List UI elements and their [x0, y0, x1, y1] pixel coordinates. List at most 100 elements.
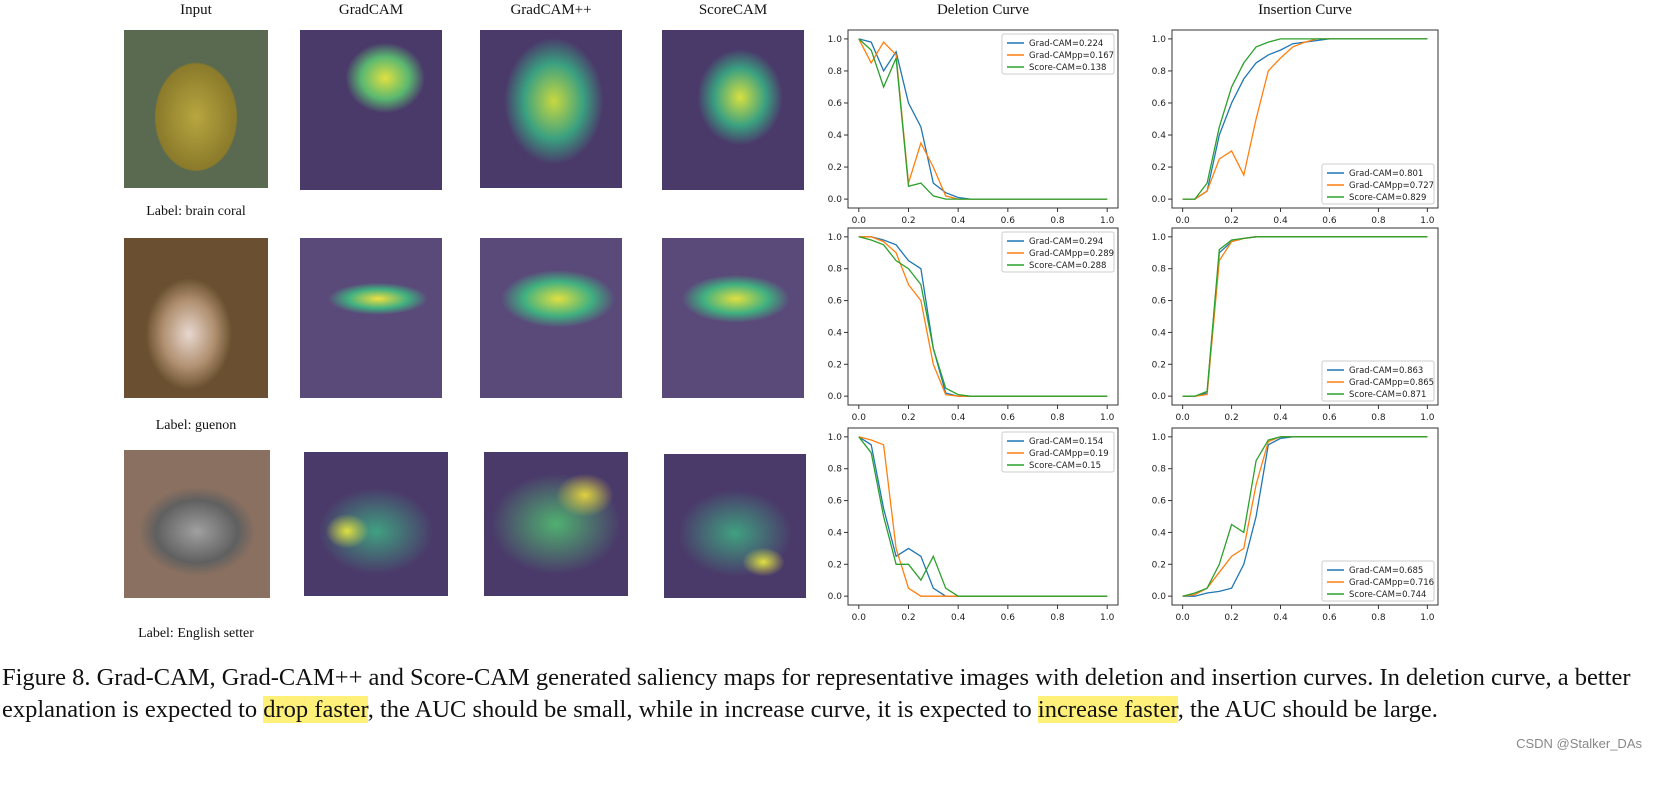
gradcampp-map-english-setter: [484, 452, 628, 596]
gradcam-map-brain-coral: [300, 30, 442, 190]
legend-entry: Grad-CAM=0.863: [1349, 366, 1423, 376]
watermark: CSDN @Stalker_DAs: [1516, 736, 1642, 751]
y-tick-label: 0.0: [1152, 392, 1167, 402]
x-tick-label: 0.4: [951, 216, 966, 226]
x-tick-label: 0.6: [1322, 613, 1337, 623]
x-tick-label: 0.8: [1050, 613, 1065, 623]
x-tick-label: 0.6: [1322, 413, 1337, 423]
x-tick-label: 0.6: [1001, 413, 1016, 423]
x-tick-label: 0.4: [951, 613, 966, 623]
column-header-insertion: Insertion Curve: [1258, 2, 1352, 18]
column-header-gradcam: GradCAM: [338, 2, 404, 18]
y-tick-label: 0.8: [828, 265, 843, 275]
x-tick-label: 0.4: [1273, 216, 1288, 226]
caption-highlight-increase-faster: increase faster: [1037, 696, 1178, 723]
y-tick-label: 0.0: [1152, 592, 1167, 602]
legend-entry: Score-CAM=0.15: [1029, 461, 1101, 471]
y-tick-label: 0.8: [1152, 465, 1167, 475]
column-header-deletion: Deletion Curve: [936, 2, 1030, 18]
series-line-3: [1182, 236, 1428, 397]
deletion-chart-row-2: 0.0 0.2 0.4 0.6 0.8 1.0 0.0 0.2 0.4 0.6 0.8 1.0 Grad…: [828, 227, 1119, 423]
legend-box: [1321, 360, 1435, 402]
x-tick-label: 0.0: [1175, 613, 1190, 623]
y-tick-label: 0.4: [828, 328, 843, 338]
y-tick-label: 0.2: [828, 360, 842, 370]
insertion-chart-row-1: 0.0 0.2 0.4 0.6 0.8 1.0 0.0 0.2 0.4 0.6 0.8 1.0 Grad…: [1152, 29, 1439, 226]
legend-entry: Grad-CAM=0.685: [1349, 566, 1423, 576]
y-tick-label: 0.0: [828, 592, 843, 602]
input-image-brain-coral: [124, 30, 268, 188]
y-tick-label: 0.2: [1152, 163, 1166, 173]
y-tick-label: 1.0: [1152, 35, 1167, 45]
caption-text-1: Figure 8. Grad-CAM, Grad-CAM++ and Score…: [2, 664, 1631, 723]
insertion-chart-row-3: 0.0 0.2 0.4 0.6 0.8 1.0 0.0 0.2 0.4 0.6 0.8 1.0 Grad…: [1152, 427, 1439, 623]
x-tick-label: 0.0: [1175, 216, 1190, 226]
y-tick-label: 1.0: [828, 433, 843, 443]
y-tick-label: 0.0: [828, 392, 843, 402]
x-tick-label: 0.0: [1175, 413, 1190, 423]
y-tick-label: 0.2: [1152, 560, 1166, 570]
x-tick-label: 0.4: [951, 413, 966, 423]
legend-entry: Score-CAM=0.288: [1029, 261, 1106, 271]
x-tick-label: 0.4: [1273, 413, 1288, 423]
y-tick-label: 0.6: [1152, 99, 1167, 109]
x-tick-label: 0.8: [1371, 413, 1386, 423]
x-tick-label: 0.2: [1224, 216, 1238, 226]
legend-entry: Grad-CAMpp=0.167: [1029, 51, 1114, 61]
legend-entry: Score-CAM=0.744: [1349, 590, 1426, 600]
scorecam-map-brain-coral: [662, 30, 804, 190]
legend-box: [1321, 560, 1435, 602]
y-tick-label: 0.0: [1152, 195, 1167, 205]
input-image-english-setter: [124, 450, 270, 598]
row-label-1: Label: brain coral: [146, 204, 246, 219]
x-tick-label: 0.8: [1371, 613, 1386, 623]
legend-entry: Grad-CAM=0.801: [1349, 169, 1423, 179]
y-tick-label: 1.0: [1152, 233, 1167, 243]
deletion-chart-row-1: 0.0 0.2 0.4 0.6 0.8 1.0 0.0 0.2 0.4 0.6 0.8 1.0 Grad…: [828, 29, 1119, 226]
series-line-3: [858, 38, 1108, 200]
gradcampp-map-brain-coral: [480, 30, 622, 188]
row-label-3: Label: English setter: [138, 626, 254, 641]
x-tick-label: 0.6: [1322, 216, 1337, 226]
y-tick-label: 0.6: [828, 497, 843, 507]
legend-box: [1001, 431, 1115, 473]
insertion-chart-row-2: 0.0 0.2 0.4 0.6 0.8 1.0 0.0 0.2 0.4 0.6 0.8 1.0 Grad…: [1152, 227, 1439, 423]
legend-entry: Grad-CAMpp=0.727: [1349, 181, 1434, 191]
y-tick-label: 0.8: [828, 67, 843, 77]
x-tick-label: 0.0: [852, 613, 867, 623]
x-tick-label: 0.2: [1224, 613, 1238, 623]
x-tick-label: 0.8: [1371, 216, 1386, 226]
y-tick-label: 0.8: [828, 465, 843, 475]
legend-entry: Grad-CAM=0.224: [1029, 39, 1103, 49]
x-tick-label: 0.2: [901, 413, 915, 423]
x-tick-label: 1.0: [1420, 613, 1435, 623]
legend-entry: Grad-CAM=0.154: [1029, 437, 1103, 447]
y-tick-label: 0.4: [828, 131, 843, 141]
y-tick-label: 0.6: [828, 99, 843, 109]
x-tick-label: 1.0: [1100, 413, 1115, 423]
x-tick-label: 0.0: [852, 216, 867, 226]
y-tick-label: 0.4: [1152, 528, 1167, 538]
scorecam-map-english-setter: [664, 454, 806, 598]
deletion-chart-row-3: 0.0 0.2 0.4 0.6 0.8 1.0 0.0 0.2 0.4 0.6 0.8 1.0 Grad…: [828, 427, 1119, 623]
x-tick-label: 1.0: [1100, 613, 1115, 623]
gradcampp-map-guenon: [480, 238, 622, 398]
x-tick-label: 0.8: [1050, 216, 1065, 226]
series-line-3: [858, 236, 1108, 397]
series-line-3: [858, 436, 1108, 597]
legend-entry: Grad-CAMpp=0.19: [1029, 449, 1109, 459]
y-tick-label: 0.4: [828, 528, 843, 538]
legend-entry: Score-CAM=0.138: [1029, 63, 1106, 73]
x-tick-label: 0.2: [901, 613, 915, 623]
x-tick-label: 0.6: [1001, 216, 1016, 226]
legend-box: [1001, 33, 1115, 75]
scorecam-map-guenon: [662, 238, 804, 398]
gradcam-map-english-setter: [304, 452, 448, 596]
legend-entry: Score-CAM=0.871: [1349, 390, 1426, 400]
x-tick-label: 1.0: [1420, 413, 1435, 423]
legend-entry: Grad-CAM=0.294: [1029, 237, 1103, 247]
column-header-scorecam: ScoreCAM: [698, 2, 768, 18]
column-header-input: Input: [180, 2, 212, 18]
x-tick-label: 0.8: [1050, 413, 1065, 423]
y-tick-label: 0.4: [1152, 131, 1167, 141]
